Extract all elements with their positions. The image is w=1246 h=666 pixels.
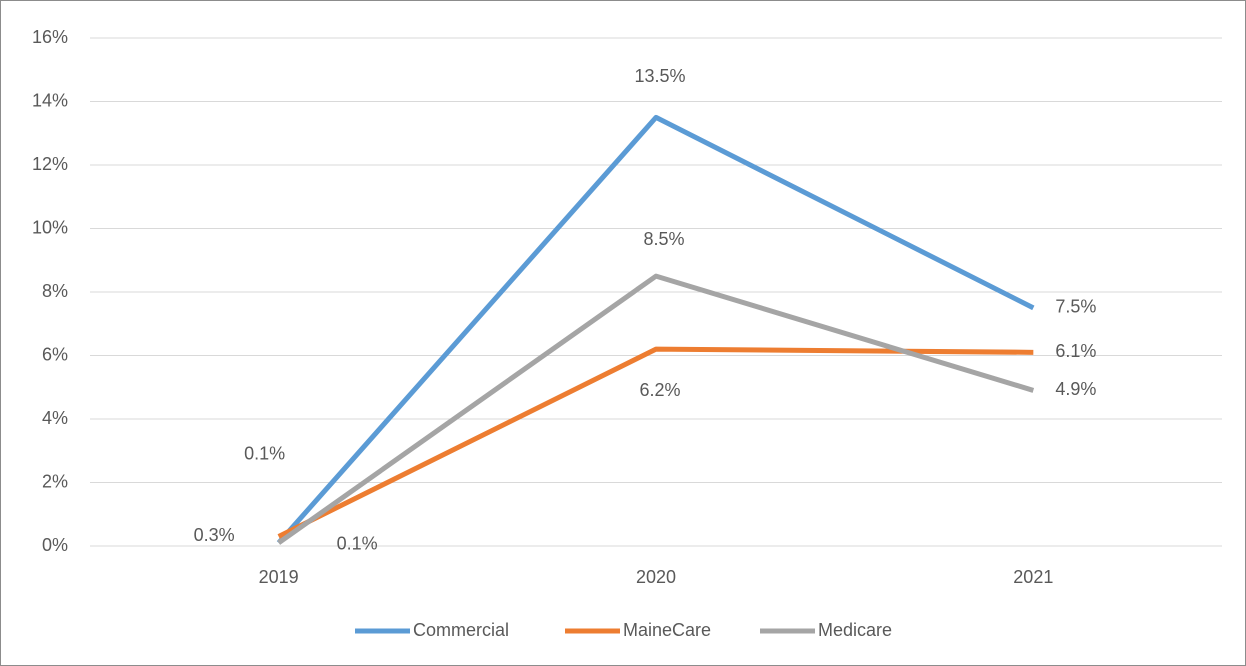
data-label: 0.1% (337, 534, 378, 554)
y-tick-label: 12% (32, 154, 68, 174)
data-label: 6.2% (639, 380, 680, 400)
y-tick-label: 6% (42, 344, 68, 364)
y-tick-label: 4% (42, 408, 68, 428)
data-label: 8.5% (643, 229, 684, 249)
y-tick-label: 14% (32, 90, 68, 110)
data-label: 4.9% (1055, 379, 1096, 399)
series-line (277, 273, 1035, 545)
data-label: 6.1% (1055, 341, 1096, 361)
series-line (276, 114, 1035, 545)
legend-label: Medicare (818, 620, 892, 640)
y-tick-label: 0% (42, 535, 68, 555)
data-label: 0.3% (194, 525, 235, 545)
y-tick-label: 8% (42, 281, 68, 301)
legend-label: MaineCare (623, 620, 711, 640)
legend-label: Commercial (413, 620, 509, 640)
data-label: 7.5% (1055, 297, 1096, 317)
x-tick-label: 2020 (636, 567, 676, 587)
x-tick-label: 2019 (259, 567, 299, 587)
x-tick-label: 2021 (1013, 567, 1053, 587)
y-tick-label: 2% (42, 471, 68, 491)
y-tick-label: 16% (32, 27, 68, 47)
y-tick-label: 10% (32, 217, 68, 237)
data-label: 13.5% (634, 66, 685, 86)
data-label: 0.1% (244, 444, 285, 464)
